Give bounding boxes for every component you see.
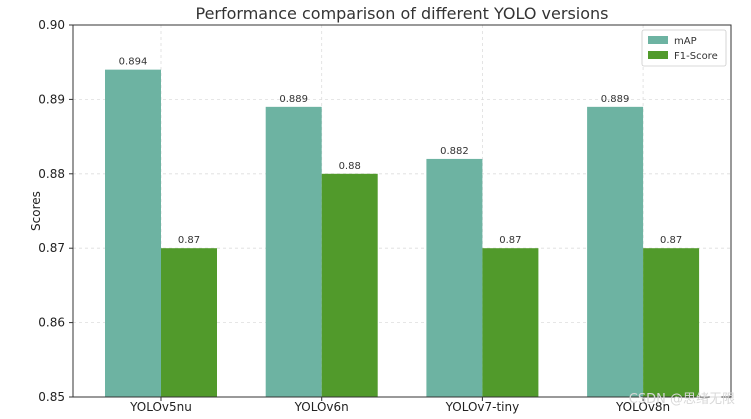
y-tick-label: 0.87: [38, 241, 65, 255]
data-label: 0.87: [178, 235, 200, 246]
data-label: 0.889: [601, 94, 630, 105]
x-tick-label: YOLOv7-tiny: [445, 400, 520, 414]
data-label: 0.87: [499, 235, 521, 246]
bar-map: [105, 69, 161, 397]
bar-f1-score: [161, 248, 217, 397]
data-label: 0.88: [339, 161, 361, 172]
data-label: 0.889: [279, 94, 308, 105]
bar-f1-score: [321, 173, 378, 397]
plot-frame: [72, 24, 732, 398]
y-tick-label: 0.88: [38, 167, 65, 181]
bar-f1-score: [643, 248, 700, 397]
legend-swatch: [648, 36, 668, 44]
data-label: 0.882: [440, 146, 469, 157]
y-tick-label: 0.89: [38, 92, 65, 106]
legend: mAP F1-Score: [641, 29, 727, 67]
chart-title: Performance comparison of different YOLO…: [196, 4, 609, 23]
y-tick-label: 0.86: [38, 316, 65, 330]
bar-map: [265, 106, 322, 397]
y-tick-label: 0.85: [38, 390, 65, 404]
y-tick-label: 0.90: [38, 18, 65, 32]
legend-label: mAP: [674, 36, 697, 47]
data-labels: 0.894 0.889 0.882 0.889 0.87 0.88 0.87 0.87: [119, 57, 683, 247]
x-tick-label: YOLOv5nu: [129, 400, 192, 414]
x-tick-label: YOLOv6n: [294, 400, 349, 414]
data-label: 0.894: [119, 57, 148, 68]
bars: [105, 69, 700, 397]
axes: 0.85 0.86 0.87 0.88 0.89 0.90 YOLOv5nu YOLOv6n Y…: [38, 18, 732, 414]
watermark: CSDN @思绪无限: [629, 392, 735, 407]
y-axis-label: Scores: [29, 191, 43, 231]
bar-map: [587, 106, 644, 397]
x-tick-label: YOLOv8n: [615, 400, 670, 414]
legend-swatch: [648, 51, 668, 59]
bar-f1-score: [482, 248, 539, 397]
bar-map: [426, 158, 483, 397]
data-label: 0.87: [660, 235, 682, 246]
legend-label: F1-Score: [674, 51, 718, 62]
